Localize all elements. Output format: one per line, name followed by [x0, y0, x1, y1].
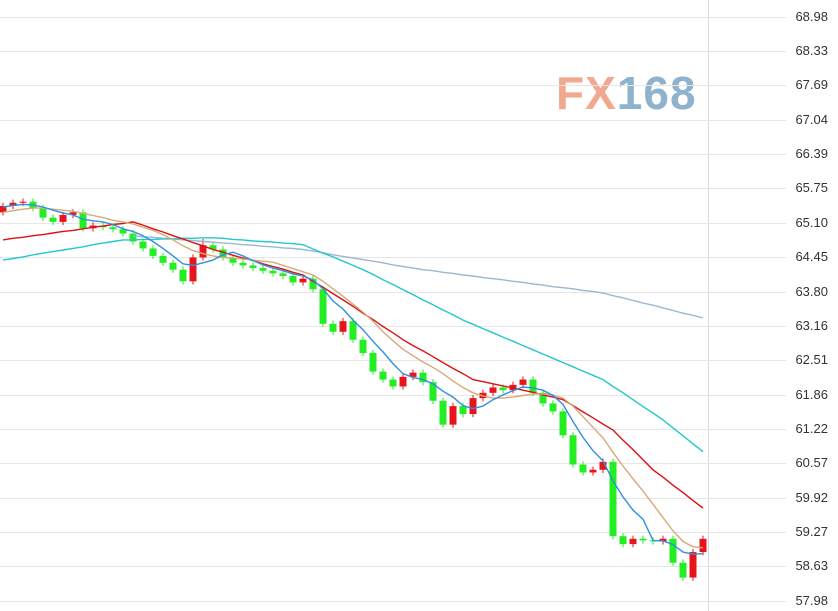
y-tick-label: 63.16 — [795, 318, 828, 333]
candle-body — [339, 321, 347, 332]
y-tick-label: 59.27 — [795, 524, 828, 539]
candle-body — [389, 379, 397, 387]
candle-body — [259, 268, 267, 271]
y-tick-label: 59.92 — [795, 490, 828, 505]
candle-body — [189, 257, 197, 282]
candle-body — [309, 278, 317, 290]
candle-body — [129, 233, 137, 242]
candle-body — [489, 387, 497, 393]
candle-body — [19, 201, 27, 203]
candle-body — [499, 387, 507, 391]
candle-body — [599, 461, 607, 470]
candle-body — [449, 406, 457, 425]
grid: 68.98 68.33 67.69 67.04 66.39 65.75 65.10 64.45… — [0, 9, 828, 608]
ma-line — [2, 203, 704, 555]
watermark-part: FX — [556, 67, 617, 119]
y-tick-label: 67.04 — [795, 112, 828, 127]
y-tick-label: 61.22 — [795, 421, 828, 436]
y-tick-label: 65.10 — [795, 215, 828, 230]
candle-body — [409, 372, 417, 377]
candle-body — [679, 562, 687, 578]
y-tick-label: 64.45 — [795, 249, 828, 264]
candle-body — [549, 403, 557, 412]
y-tick-label: 66.39 — [795, 146, 828, 161]
candle-body — [319, 289, 327, 324]
candle-body — [669, 538, 677, 563]
candle-body — [459, 406, 467, 415]
candle-body — [49, 217, 57, 222]
candle-body — [369, 353, 377, 372]
candle-body — [179, 269, 187, 282]
candle-body — [419, 372, 427, 383]
candle-body — [559, 411, 567, 436]
watermark: FX168 — [556, 67, 697, 119]
candle-body — [169, 262, 177, 270]
y-tick-label: 68.98 — [795, 9, 828, 24]
candle-body — [429, 382, 437, 401]
candle-body — [639, 538, 647, 541]
candle-body — [299, 278, 307, 283]
ma-line — [2, 207, 704, 549]
plot — [0, 198, 707, 581]
candle-body — [589, 469, 597, 473]
y-tick-label: 60.57 — [795, 455, 828, 470]
candle-body — [569, 435, 577, 465]
candle-body — [199, 245, 207, 258]
y-tick-label: 68.33 — [795, 43, 828, 58]
candle-body — [279, 273, 287, 277]
candle-body — [159, 255, 167, 263]
y-tick-label: 67.69 — [795, 77, 828, 92]
y-tick-label: 61.86 — [795, 387, 828, 402]
candle-body — [579, 464, 587, 473]
watermark-part: 168 — [617, 67, 697, 119]
ma-line — [2, 221, 704, 509]
candle-body — [109, 227, 117, 230]
candle-body — [629, 538, 637, 545]
candle-body — [39, 208, 47, 218]
candle-body — [439, 400, 447, 425]
candle-body — [689, 552, 697, 578]
candle-body — [59, 214, 67, 222]
candle-body — [359, 339, 367, 354]
candle-body — [0, 205, 7, 213]
y-tick-label: 62.51 — [795, 352, 828, 367]
candle-body — [219, 249, 227, 258]
candle-body — [609, 461, 617, 537]
candle-body — [539, 392, 547, 404]
candle-body — [289, 276, 297, 283]
candle-body — [399, 376, 407, 387]
candle-body — [139, 241, 147, 249]
y-tick-label: 57.98 — [795, 593, 828, 608]
y-tick-label: 63.80 — [795, 284, 828, 299]
candle-body — [349, 321, 357, 340]
ma-line — [132, 235, 704, 319]
candle-body — [699, 538, 707, 553]
candle-body — [119, 229, 127, 234]
candle-body — [529, 379, 537, 393]
candle-body — [329, 323, 337, 332]
y-tick-label: 58.63 — [795, 558, 828, 573]
candle-body — [519, 379, 527, 385]
candle-body — [379, 371, 387, 380]
candle-body — [659, 538, 667, 542]
ma-line — [2, 237, 704, 453]
candle-body — [229, 257, 237, 263]
candle-body — [249, 265, 257, 269]
candle-body — [239, 262, 247, 266]
candle-body — [69, 212, 77, 215]
candle-body — [619, 536, 627, 545]
y-tick-label: 65.75 — [795, 180, 828, 195]
candle-body — [9, 202, 17, 206]
candle-body — [469, 398, 477, 415]
candle-body — [149, 248, 157, 256]
candle-body — [209, 245, 217, 250]
candle-body — [269, 270, 277, 274]
candle-body — [79, 212, 87, 229]
